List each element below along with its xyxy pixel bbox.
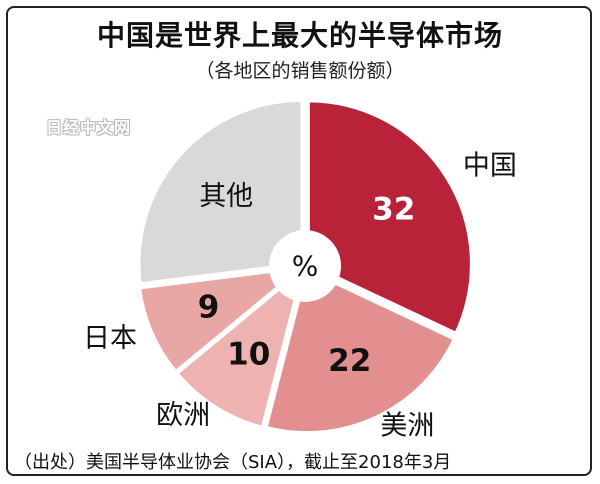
pie-slice-0 <box>306 99 473 336</box>
slice-category-label-2: 欧洲 <box>156 400 210 431</box>
chart-title: 中国是世界上最大的半导体市场 <box>96 19 503 52</box>
slice-value-label-1: 22 <box>328 343 371 379</box>
slice-category-label-0: 中国 <box>463 150 517 181</box>
chart-frame <box>6 6 592 476</box>
donut-center-hole <box>269 230 341 302</box>
slice-category-label-3: 日本 <box>83 323 137 354</box>
chart-subtitle: （各地区的销售额份额） <box>195 60 405 82</box>
source-note: （出处）美国半导体业协会（SIA），截止至2018年3月 <box>14 452 452 473</box>
slice-value-label-4: 其他 <box>199 181 253 212</box>
pie-slice-1 <box>264 267 457 435</box>
slice-value-label-0: 32 <box>372 192 415 228</box>
pie-slice-3 <box>137 265 307 374</box>
watermark-logo: 日经中文网 <box>46 118 132 137</box>
slice-value-label-2: 10 <box>227 337 270 373</box>
pie-slice-4 <box>137 98 304 286</box>
center-unit-label: % <box>292 250 319 283</box>
pie-slice-2 <box>175 265 306 430</box>
slice-value-label-3: 9 <box>198 290 220 326</box>
slice-category-label-1: 美洲 <box>380 411 434 442</box>
